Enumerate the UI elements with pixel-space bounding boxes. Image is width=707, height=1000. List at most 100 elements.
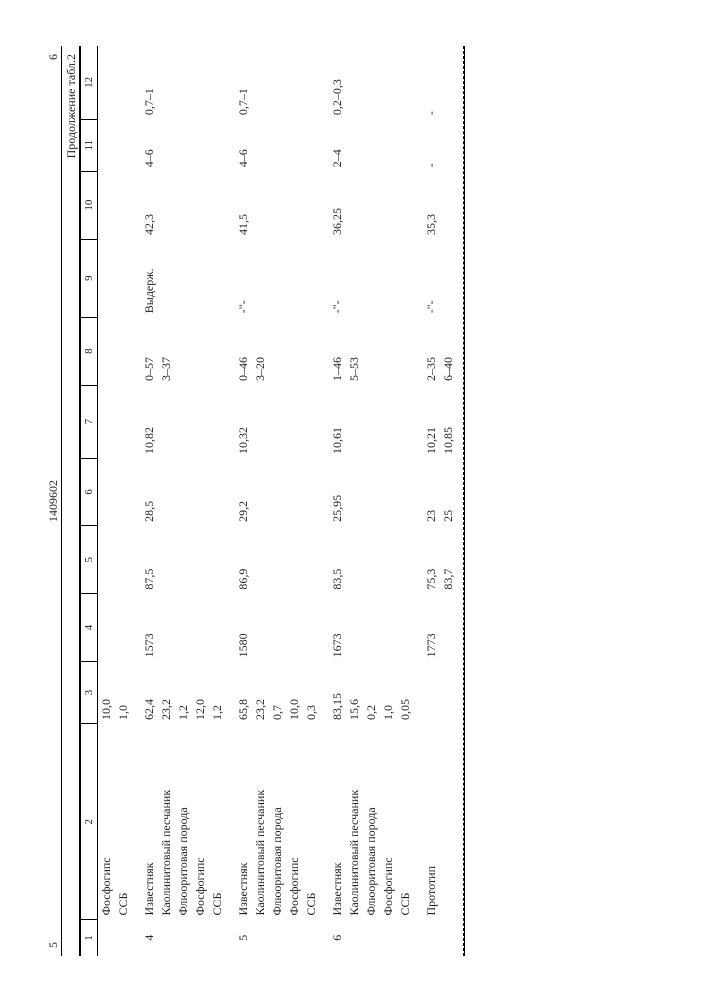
cell-c10 [192, 171, 209, 239]
cell-c11 [269, 119, 286, 171]
cell-c11 [346, 119, 363, 171]
cell-c6: 29,2 [226, 458, 252, 526]
cell-c8 [380, 317, 397, 385]
cell-c4 [269, 594, 286, 662]
cell-c1 [346, 920, 363, 957]
col-header: 2 [81, 724, 98, 920]
cell-c2: Фосфогипс [380, 724, 397, 920]
cell-c1 [303, 920, 320, 957]
cell-c7: 10,61 [320, 385, 346, 458]
cell-c1 [175, 920, 192, 957]
cell-c7 [158, 385, 175, 458]
cell-c6 [252, 458, 269, 526]
cell-c9 [440, 239, 457, 317]
cell-c2: Фосфогипс [98, 724, 116, 920]
col-header: 7 [81, 385, 98, 458]
cell-c7: 10,32 [226, 385, 252, 458]
cell-c8 [397, 317, 414, 385]
cell-c7: 10,85 [440, 385, 457, 458]
cell-c5: 83,5 [320, 526, 346, 594]
cell-c4 [380, 594, 397, 662]
table-row: 4Известняк62,4157387,528,510,820–57Выдер… [132, 46, 158, 956]
cell-c6 [115, 458, 132, 526]
cell-c8: 5–53 [346, 317, 363, 385]
cell-c12 [303, 46, 320, 119]
cell-c12: 0,7–1 [132, 46, 158, 119]
cell-c9 [303, 239, 320, 317]
cell-c11: 4–6 [226, 119, 252, 171]
cell-c7 [397, 385, 414, 458]
cell-c11 [252, 119, 269, 171]
cell-c9: -"- [226, 239, 252, 317]
cell-c11 [158, 119, 175, 171]
cell-c12 [346, 46, 363, 119]
cell-c11: 4–6 [132, 119, 158, 171]
table-bottom-rule-solid [464, 46, 465, 956]
cell-c2: Известняк [132, 724, 158, 920]
cell-c10 [363, 171, 380, 239]
table-caption: Продолжение табл.2 [61, 46, 80, 956]
cell-c4 [192, 594, 209, 662]
cell-c8 [175, 317, 192, 385]
cell-c4: 1580 [226, 594, 252, 662]
cell-c12: 0,2–0,3 [320, 46, 346, 119]
cell-c3: 1,2 [175, 661, 192, 724]
cell-c12 [115, 46, 132, 119]
cell-c9 [363, 239, 380, 317]
cell-c8: 2–35 [414, 317, 440, 385]
cell-c12 [98, 46, 116, 119]
cell-c10 [303, 171, 320, 239]
cell-c2: ССБ [115, 724, 132, 920]
cell-c5: 86,9 [226, 526, 252, 594]
table-head: 1 2 3 4 5 6 7 8 9 10 11 12 [81, 46, 98, 956]
cell-c6 [286, 458, 303, 526]
cell-c8 [209, 317, 226, 385]
cell-c9 [269, 239, 286, 317]
cell-c11 [397, 119, 414, 171]
cell-c6: 23 [414, 458, 440, 526]
cell-c7 [346, 385, 363, 458]
cell-c8 [192, 317, 209, 385]
cell-c2: Флюоритовая порода [363, 724, 380, 920]
cell-c6 [192, 458, 209, 526]
cell-c3 [440, 661, 457, 724]
cell-c5: 83,7 [440, 526, 457, 594]
cell-c9 [252, 239, 269, 317]
cell-c6: 25,95 [320, 458, 346, 526]
cell-c10: 42,3 [132, 171, 158, 239]
cell-c10 [397, 171, 414, 239]
cell-c2 [440, 724, 457, 920]
cell-c12 [286, 46, 303, 119]
cell-c1 [397, 920, 414, 957]
cell-c10 [269, 171, 286, 239]
cell-c4 [115, 594, 132, 662]
cell-c6 [380, 458, 397, 526]
cell-c10: 35,3 [414, 171, 440, 239]
col-header: 11 [81, 119, 98, 171]
cell-c5 [158, 526, 175, 594]
cell-c10 [209, 171, 226, 239]
cell-c9 [192, 239, 209, 317]
cell-c8 [98, 317, 116, 385]
cell-c2: Каолинитовый песчаник [346, 724, 363, 920]
cell-c11 [440, 119, 457, 171]
cell-c6 [303, 458, 320, 526]
cell-c11 [115, 119, 132, 171]
cell-c12 [440, 46, 457, 119]
cell-c3: 0,7 [269, 661, 286, 724]
cell-c3: 83,15 [320, 661, 346, 724]
cell-c5 [252, 526, 269, 594]
cell-c11 [380, 119, 397, 171]
table-row: Фосфогипс12,0 [192, 46, 209, 956]
cell-c9 [380, 239, 397, 317]
cell-c12: - [414, 46, 440, 119]
cell-c4 [158, 594, 175, 662]
cell-c6 [158, 458, 175, 526]
cell-c3: 65,8 [226, 661, 252, 724]
cell-c12 [380, 46, 397, 119]
table-row: Фосфогипс1,0 [380, 46, 397, 956]
cell-c6 [346, 458, 363, 526]
cell-c6 [363, 458, 380, 526]
cell-c10 [380, 171, 397, 239]
cell-c5 [175, 526, 192, 594]
